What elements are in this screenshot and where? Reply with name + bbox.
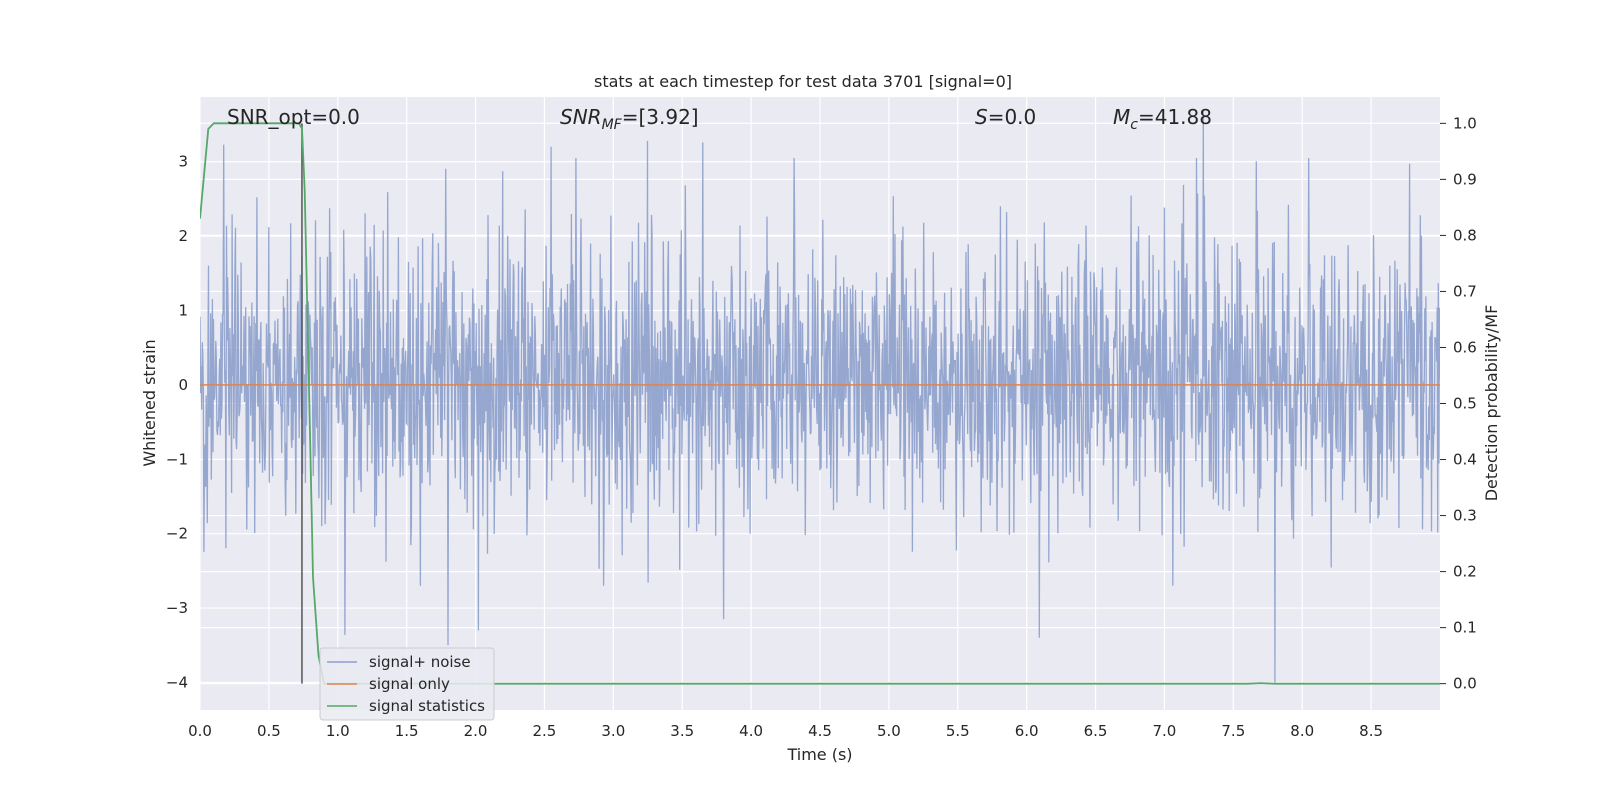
y2-tick-label: 0.3	[1453, 507, 1477, 525]
x-tick-labels: 0.0 0.5 1.0 1.5 2.0 2.5 3.0 3.5 4.0 4.5 5.0 5.5 6.0 6…	[188, 722, 1383, 740]
y2-tick-label: 0.2	[1453, 563, 1477, 581]
x-tick-label: 5.5	[946, 722, 970, 740]
x-tick-label: 4.5	[808, 722, 832, 740]
y-tick-label: −3	[166, 599, 188, 617]
series-signal-statistics	[200, 122, 1440, 685]
y-tick-label: −1	[166, 450, 188, 468]
snr-mf-value: =[3.92]	[622, 105, 699, 129]
y2-tick-label: 0.6	[1453, 338, 1477, 356]
x-tick-label: 8.5	[1359, 722, 1383, 740]
mc-sub: c	[1130, 117, 1138, 133]
y-tick-labels: 3 2 1 0 −1 −2 −3 −4	[166, 153, 188, 692]
x-tick-label: 1.5	[395, 722, 419, 740]
y2-tick-label: 0.7	[1453, 282, 1477, 300]
legend-label-signal-noise: signal+ noise	[369, 653, 471, 671]
chart-title: stats at each timestep for test data 370…	[594, 72, 1012, 91]
series-signal-noise	[200, 111, 1440, 683]
y2-axis-label: Detection probability/MF	[1482, 305, 1501, 502]
s-annotation: S=0.0	[975, 105, 1036, 129]
y2-tick-label: 0.9	[1453, 170, 1477, 188]
x-tick-label: 7.0	[1153, 722, 1177, 740]
y2-tick-label: 0.5	[1453, 395, 1477, 413]
snr-mf-annotation: SNRMF=[3.92]	[560, 105, 699, 133]
legend: signal+ noise signal only signal statist…	[319, 647, 495, 721]
x-axis-label: Time (s)	[786, 745, 852, 764]
x-tick-label: 3.0	[601, 722, 625, 740]
y-tick-label: 1	[178, 302, 188, 320]
snr-mf-sub: MF	[602, 117, 623, 133]
y2-tick-label: 1.0	[1453, 114, 1477, 132]
y2-tick-label: 0.4	[1453, 451, 1477, 469]
y2-tick-label: 0.1	[1453, 619, 1477, 637]
x-tick-label: 2.5	[533, 722, 557, 740]
legend-box	[319, 647, 495, 721]
snr-mf-main: SNR	[560, 105, 602, 129]
s-main: S	[975, 105, 988, 129]
legend-label-signal-only: signal only	[369, 675, 450, 693]
x-tick-label: 6.5	[1084, 722, 1108, 740]
y-tick-label: 0	[178, 376, 188, 394]
x-tick-label: 8.0	[1290, 722, 1314, 740]
x-tick-label: 7.5	[1221, 722, 1245, 740]
y-tick-label: −2	[166, 525, 188, 543]
x-tick-label: 4.0	[739, 722, 763, 740]
x-tick-label: 0.0	[188, 722, 212, 740]
y-tick-label: 3	[178, 153, 188, 171]
y2-tick-labels: 1.0 0.9 0.8 0.7 0.6 0.5 0.4 0.3 0.2 0.1 0.0	[1440, 114, 1477, 693]
mc-value: =41.88	[1138, 105, 1212, 129]
x-tick-label: 3.5	[670, 722, 694, 740]
mc-annotation: Mc=41.88	[1113, 105, 1212, 133]
y2-tick-label: 0.0	[1453, 675, 1477, 693]
x-tick-label: 5.0	[877, 722, 901, 740]
y2-tick-label: 0.8	[1453, 226, 1477, 244]
y-axis-label: Whitened strain	[140, 339, 159, 466]
x-tick-label: 0.5	[257, 722, 281, 740]
x-tick-label: 1.0	[326, 722, 350, 740]
y-tick-label: −4	[166, 673, 188, 691]
s-value: =0.0	[988, 105, 1037, 129]
mc-main: M	[1113, 105, 1130, 129]
y-tick-label: 2	[178, 227, 188, 245]
signal-noise-line	[200, 111, 1440, 683]
x-tick-label: 6.0	[1015, 722, 1039, 740]
signal-statistics-line	[200, 122, 1440, 685]
legend-label-signal-statistics: signal statistics	[369, 697, 485, 715]
snr-opt-annotation: SNR_opt=0.0	[227, 105, 360, 129]
x-tick-label: 2.0	[464, 722, 488, 740]
